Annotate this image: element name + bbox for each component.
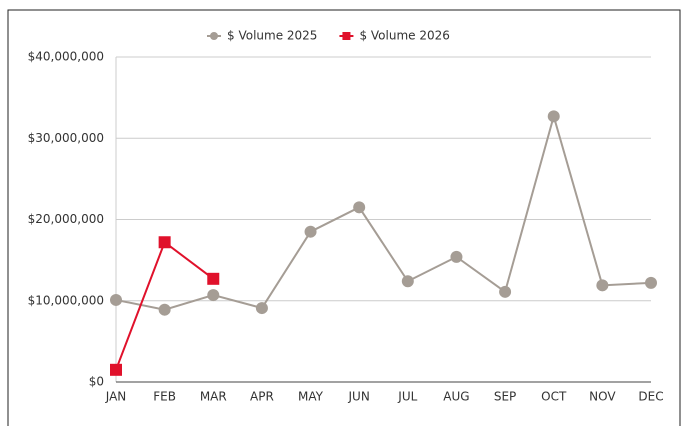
marker (207, 289, 220, 302)
marker (158, 303, 171, 316)
marker (110, 363, 122, 376)
legend-label: $ Volume 2025 (227, 29, 317, 43)
marker (304, 225, 317, 238)
x-tick-label: MAR (200, 390, 227, 404)
y-tick-label: $30,000,000 (28, 131, 104, 145)
y-tick-label: $10,000,000 (28, 293, 104, 307)
marker (158, 236, 171, 249)
series-line (115, 112, 652, 311)
marker (596, 279, 609, 292)
marker (110, 293, 122, 306)
marker (342, 32, 351, 40)
y-tick-label: $40,000,000 (28, 50, 104, 64)
y-tick-label: $20,000,000 (28, 212, 104, 226)
x-tick-label: JAN (105, 390, 127, 404)
x-tick-label: NOV (589, 390, 616, 404)
frame (7, 9, 681, 426)
marker (207, 272, 220, 285)
x-tick-label: FEB (153, 390, 176, 404)
x-tick-label: OCT (541, 390, 567, 404)
marker (210, 32, 218, 40)
marker (255, 302, 268, 315)
x-tick-label: APR (250, 390, 274, 404)
marker (401, 275, 414, 288)
x-tick-label: MAY (298, 390, 324, 404)
marker (353, 201, 366, 214)
y-tick-label: $0 (89, 375, 104, 389)
x-tick-label: DEC (638, 390, 663, 404)
marker (450, 250, 463, 263)
x-tick-label: SEP (494, 390, 516, 404)
x-tick-label: JUL (397, 390, 417, 404)
marker (499, 285, 512, 298)
marker (547, 110, 560, 123)
x-tick-label: AUG (443, 390, 469, 404)
x-tick-label: JUN (348, 390, 370, 404)
legend-label: $ Volume 2026 (359, 29, 449, 43)
marker (645, 276, 657, 289)
